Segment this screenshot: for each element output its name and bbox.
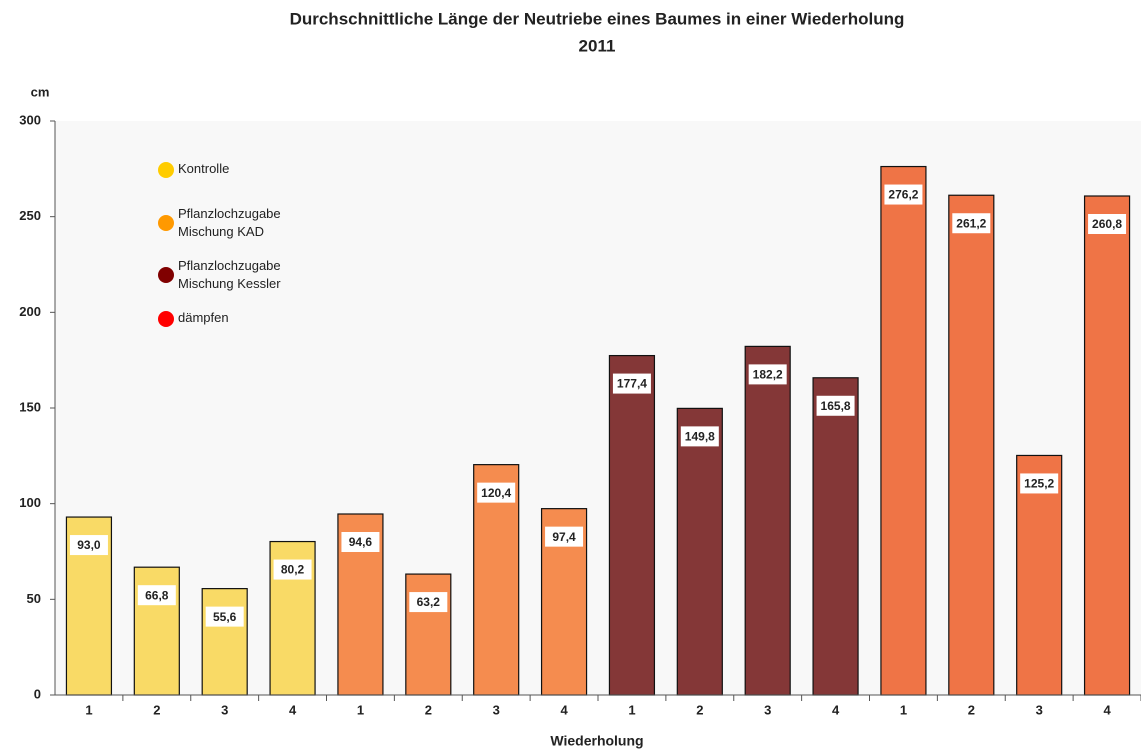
value-label: 125,2 xyxy=(1024,477,1054,491)
bar xyxy=(880,165,927,696)
value-label-box xyxy=(680,426,719,447)
value-label-box xyxy=(816,395,855,416)
legend-marker xyxy=(158,267,174,283)
x-tick-label: 4 xyxy=(832,702,840,717)
value-label-box xyxy=(409,592,448,613)
value-label: 149,8 xyxy=(685,430,715,444)
bar xyxy=(201,588,248,696)
bar xyxy=(608,354,656,696)
value-label: 55,6 xyxy=(213,610,237,624)
value-label: 276,2 xyxy=(888,188,918,202)
value-label: 182,2 xyxy=(753,368,783,382)
bar xyxy=(812,377,859,696)
x-tick-label: 4 xyxy=(560,702,568,717)
y-tick-label: 200 xyxy=(19,304,41,319)
bar xyxy=(744,345,791,696)
value-label-box xyxy=(545,526,584,547)
value-label-box xyxy=(612,373,651,394)
y-tick-label: 100 xyxy=(19,495,41,510)
y-tick-label: 250 xyxy=(19,208,41,223)
value-label: 261,2 xyxy=(956,216,986,230)
legend-marker xyxy=(158,215,174,231)
bar xyxy=(676,407,723,696)
x-tick-label: 3 xyxy=(1036,702,1043,717)
x-tick-label: 3 xyxy=(221,702,228,717)
chart-subtitle: 2011 xyxy=(579,36,616,55)
x-tick-label: 1 xyxy=(357,702,364,717)
value-label-box xyxy=(137,585,176,606)
bar xyxy=(948,194,995,696)
legend-label: Kontrolle xyxy=(178,161,229,176)
value-label: 80,2 xyxy=(281,563,305,577)
x-tick-label: 4 xyxy=(1103,702,1111,717)
value-label-box xyxy=(748,364,787,385)
y-tick-label: 300 xyxy=(19,112,41,127)
value-label: 177,4 xyxy=(617,377,647,391)
y-tick-label: 150 xyxy=(19,399,41,414)
value-label-box xyxy=(884,184,923,205)
chart-title: Durchschnittliche Länge der Neutriebe ei… xyxy=(290,9,905,28)
x-tick-label: 1 xyxy=(85,702,92,717)
value-label: 97,4 xyxy=(552,530,576,544)
value-label-box xyxy=(69,535,108,556)
y-axis-title: cm xyxy=(31,84,50,99)
legend-marker xyxy=(158,311,174,327)
x-tick-label: 4 xyxy=(289,702,297,717)
value-label-box xyxy=(1020,473,1059,494)
bar xyxy=(1083,195,1131,696)
bar xyxy=(473,464,520,696)
value-label-box xyxy=(273,559,312,580)
value-label-box xyxy=(205,606,244,627)
x-tick-label: 2 xyxy=(968,702,975,717)
value-label-box xyxy=(952,213,991,234)
x-tick-label: 1 xyxy=(628,702,635,717)
x-tick-label: 2 xyxy=(696,702,703,717)
x-tick-label: 1 xyxy=(900,702,907,717)
x-axis-title: Wiederholung xyxy=(550,733,643,749)
x-tick-label: 3 xyxy=(493,702,500,717)
y-tick-label: 50 xyxy=(27,591,41,606)
value-label: 63,2 xyxy=(417,595,441,609)
bar xyxy=(1016,454,1063,696)
value-label: 120,4 xyxy=(481,486,511,500)
value-label: 260,8 xyxy=(1092,217,1122,231)
value-label-box xyxy=(477,482,516,503)
x-tick-label: 2 xyxy=(153,702,160,717)
value-label: 94,6 xyxy=(349,535,373,549)
value-label-box xyxy=(1088,214,1127,235)
value-label-box xyxy=(341,531,380,552)
legend-label: dämpfen xyxy=(178,310,229,325)
x-tick-label: 2 xyxy=(425,702,432,717)
value-label: 66,8 xyxy=(145,588,169,602)
legend-label: Pflanzlochzugabe Mischung Kessler xyxy=(178,258,281,291)
value-label: 93,0 xyxy=(77,538,101,552)
legend-marker xyxy=(158,162,174,178)
value-label: 165,8 xyxy=(821,399,851,413)
legend-label: Pflanzlochzugabe Mischung KAD xyxy=(178,206,281,239)
y-tick-label: 0 xyxy=(34,686,41,701)
x-tick-label: 3 xyxy=(764,702,771,717)
